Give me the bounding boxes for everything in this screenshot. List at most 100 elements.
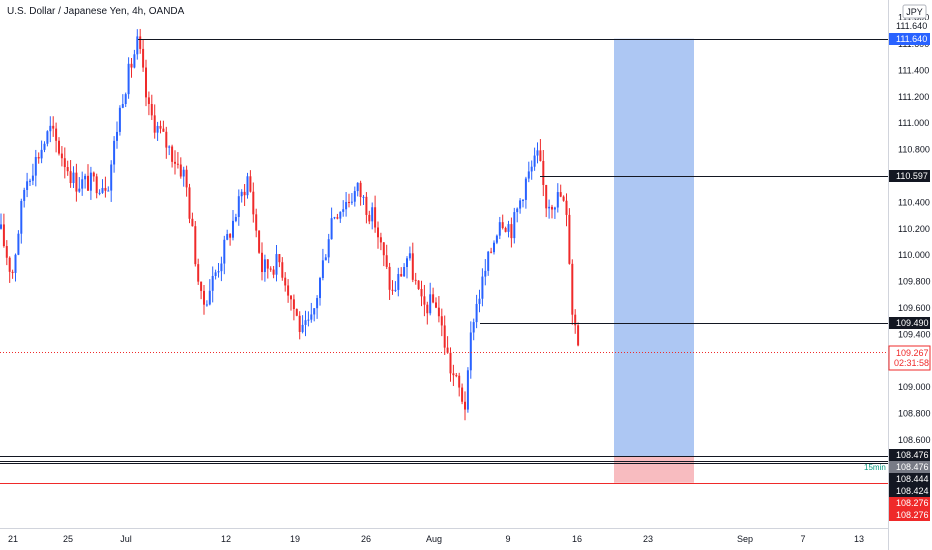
candle-body [458, 375, 461, 388]
candle-body [287, 285, 290, 296]
candle-body [556, 192, 559, 208]
candle-body [319, 277, 321, 299]
candle-body [519, 200, 522, 209]
candle-body [252, 191, 255, 215]
price-axis[interactable]: 111.800111.600111.400111.200111.000110.8… [888, 13, 931, 521]
candle-body [246, 176, 249, 196]
candle-body [504, 227, 507, 232]
candle-body [188, 187, 191, 219]
candle-body [527, 171, 530, 179]
price-tag[interactable]: 108.476 [889, 461, 930, 473]
price-tag[interactable]: 108.276 [889, 509, 930, 521]
price-tick-label: 109.600 [898, 303, 931, 313]
candles [0, 28, 580, 421]
candle-body [220, 263, 223, 272]
candle-body [481, 276, 484, 299]
candle-body [84, 175, 87, 180]
price-tick-label: 111.400 [898, 65, 929, 75]
candle-body [118, 107, 121, 132]
position-tool[interactable] [614, 38, 694, 483]
candle-body [127, 63, 130, 95]
time-tick-label: 26 [361, 534, 371, 544]
price-tag[interactable]: 111.640 [889, 20, 930, 32]
candle-body [403, 267, 406, 277]
price-tick-label: 109.800 [898, 277, 931, 287]
time-tick-label: 21 [8, 534, 18, 544]
candle-body [58, 140, 60, 154]
candle-body [304, 320, 307, 325]
candle-body [162, 128, 165, 132]
candle-body [34, 157, 37, 176]
price-tick-label: 109.400 [898, 329, 931, 339]
candle-body [249, 176, 252, 192]
candle-body [290, 295, 292, 300]
candle-body [377, 227, 379, 238]
candle-body [539, 150, 542, 161]
candle-body [107, 190, 110, 192]
time-axis[interactable]: 21 25 Jul 12 19 26 Aug 9 16 23 Sep 7 13 [8, 534, 864, 544]
price-tag-bg [889, 20, 930, 32]
candle-body [437, 307, 440, 317]
time-tick-label: 19 [290, 534, 300, 544]
currency-badge[interactable]: JPY [902, 4, 927, 19]
price-tag-text: 111.640 [896, 34, 927, 44]
candle-body [142, 48, 145, 68]
candle-body [52, 125, 55, 129]
candle-body [0, 224, 2, 229]
time-tick-label: 25 [63, 534, 73, 544]
price-tag-text: 110.597 [896, 171, 928, 181]
candle-body [446, 347, 449, 353]
chart-title: U.S. Dollar / Japanese Yen, 4h, OANDA [7, 6, 185, 17]
candle-body [342, 209, 345, 212]
price-tag[interactable]: 108.444 [889, 473, 930, 485]
price-tag[interactable]: 108.424 [889, 485, 930, 497]
candle-body [171, 146, 174, 162]
price-tag-bg [889, 461, 930, 473]
price-tag[interactable]: 108.476 [889, 449, 930, 461]
candle-body [69, 171, 72, 184]
current-price-tag-bg [888, 345, 931, 371]
candle-body [449, 352, 452, 374]
candle-body [292, 299, 295, 309]
price-tick-label: 110.800 [898, 145, 930, 155]
candle-body [522, 199, 524, 201]
price-tag[interactable]: 108.276 [889, 497, 930, 509]
candle-body [208, 290, 211, 305]
candle-body [562, 196, 565, 201]
horizontal-levels[interactable]: 15min [0, 39, 888, 484]
candle-body [568, 214, 571, 264]
candle-body [98, 192, 101, 194]
price-tag[interactable]: 109.490 [889, 317, 930, 329]
candle-body [408, 253, 411, 259]
candle-body [423, 296, 426, 305]
candle-body [55, 128, 58, 141]
candle-body [284, 277, 287, 286]
time-tick-label: 16 [572, 534, 582, 544]
candle-body [443, 325, 446, 348]
candle-body [240, 191, 243, 197]
candle-body [400, 274, 403, 277]
candle-body [350, 201, 353, 203]
candle-body [89, 172, 92, 191]
candle-body [2, 224, 5, 247]
candle-body [513, 212, 516, 239]
candle-body [226, 234, 229, 240]
candle-body [469, 332, 472, 371]
candle-body [153, 115, 156, 133]
candle-body [548, 206, 551, 209]
price-tag[interactable]: 111.640 [889, 33, 930, 45]
reward-zone[interactable] [614, 38, 694, 457]
candle-body [20, 200, 23, 234]
candle-body [37, 157, 40, 159]
candle-body [116, 131, 118, 141]
candle-body [374, 207, 377, 228]
candle-body [147, 97, 150, 104]
candle-body [391, 289, 394, 291]
risk-zone[interactable] [614, 456, 694, 483]
candle-body [136, 36, 139, 55]
price-tag[interactable]: 110.597 [889, 170, 930, 182]
